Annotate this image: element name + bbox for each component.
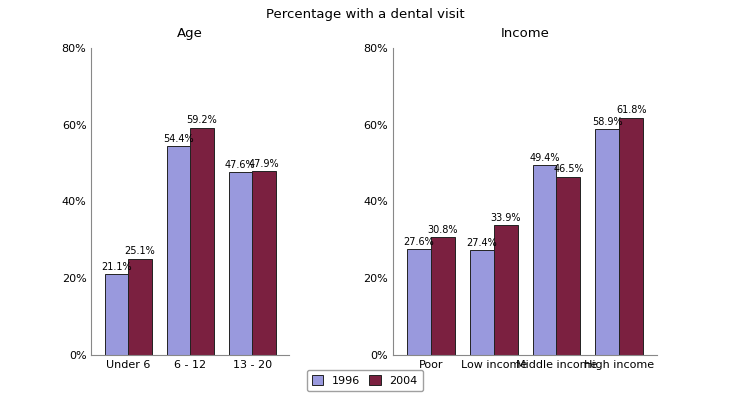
Text: 30.8%: 30.8% bbox=[428, 225, 458, 235]
Text: Percentage with a dental visit: Percentage with a dental visit bbox=[266, 8, 464, 21]
Text: 27.4%: 27.4% bbox=[466, 237, 497, 247]
Text: 47.6%: 47.6% bbox=[225, 160, 256, 170]
Bar bbox=[431, 237, 455, 355]
Text: 47.9%: 47.9% bbox=[248, 159, 279, 169]
Text: 25.1%: 25.1% bbox=[125, 247, 155, 257]
Text: 49.4%: 49.4% bbox=[529, 153, 560, 163]
Text: 58.9%: 58.9% bbox=[592, 117, 623, 126]
Bar bbox=[407, 249, 431, 355]
Bar bbox=[493, 225, 518, 355]
Bar bbox=[469, 250, 493, 355]
Bar bbox=[166, 146, 191, 355]
Bar bbox=[533, 166, 556, 355]
Text: 61.8%: 61.8% bbox=[616, 105, 647, 115]
Title: Income: Income bbox=[501, 27, 550, 40]
Bar bbox=[252, 171, 275, 355]
Text: 27.6%: 27.6% bbox=[404, 237, 434, 247]
Text: 46.5%: 46.5% bbox=[553, 164, 584, 174]
Bar bbox=[596, 129, 619, 355]
Text: 21.1%: 21.1% bbox=[101, 262, 132, 272]
Bar bbox=[105, 274, 128, 355]
Text: 54.4%: 54.4% bbox=[163, 134, 193, 144]
Bar bbox=[556, 176, 580, 355]
Text: 33.9%: 33.9% bbox=[491, 213, 520, 223]
Bar bbox=[619, 118, 643, 355]
Text: 59.2%: 59.2% bbox=[187, 115, 218, 125]
Bar bbox=[128, 259, 152, 355]
Title: Age: Age bbox=[177, 27, 203, 40]
Bar bbox=[228, 172, 252, 355]
Bar bbox=[191, 128, 214, 355]
Legend: 1996, 2004: 1996, 2004 bbox=[307, 370, 423, 391]
